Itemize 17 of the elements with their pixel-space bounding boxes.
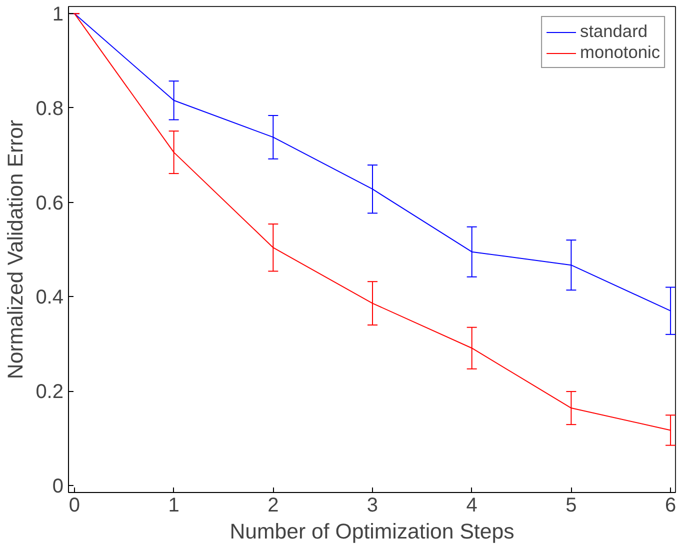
y-axis-title: Normalized Validation Error — [4, 120, 28, 380]
x-tick-label: 2 — [268, 494, 279, 516]
x-tick-label: 6 — [664, 494, 676, 516]
x-axis-title: Number of Optimization Steps — [230, 520, 514, 544]
y-tick-label: 0.8 — [36, 98, 64, 120]
x-tick-label: 5 — [566, 494, 577, 516]
y-tick-label: 0 — [52, 475, 64, 498]
legend-label: monotonic — [580, 42, 660, 63]
y-tick-label: 0.6 — [36, 192, 64, 214]
x-tick-label: 3 — [366, 494, 378, 516]
legend-label: standard — [580, 21, 648, 42]
y-tick-label: 0.4 — [36, 286, 64, 309]
x-tick-label: 1 — [168, 494, 180, 516]
y-tick-label: 0.2 — [36, 381, 64, 404]
x-tick-label: 0 — [68, 494, 80, 516]
x-tick-label: 4 — [466, 494, 478, 516]
y-tick-label: 1 — [52, 4, 64, 26]
